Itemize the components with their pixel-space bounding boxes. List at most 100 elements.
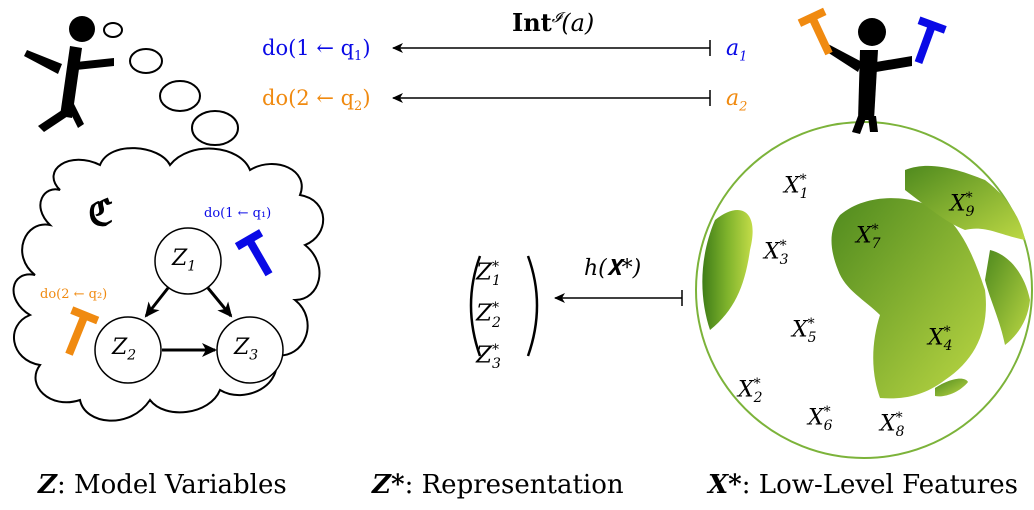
node-z1 [154, 227, 222, 295]
do-orange-label: do(2 ← q2) [262, 86, 371, 114]
x9-sub: 9 [965, 203, 975, 220]
z1-sub: 1 [187, 258, 197, 275]
vector-row-3: Z*3 [476, 337, 501, 378]
x7-name: X [856, 223, 872, 249]
x7-sup: * [871, 222, 879, 238]
thinker-figure-icon [24, 16, 114, 132]
caption-z-text: : Model Variables [56, 470, 287, 500]
h-arrow-label: h(𝐗*) [584, 256, 642, 281]
x2-label: X*2 [738, 376, 763, 406]
z2-name: Z [112, 335, 128, 360]
fraktur-c-symbol: ℭ [88, 192, 114, 234]
a1-text: a [726, 36, 740, 61]
v3-name: Z [476, 342, 492, 369]
x3-name: X [764, 239, 780, 265]
x5-sup: * [807, 316, 815, 332]
v1-sup: * [491, 259, 499, 275]
node-z2 [94, 316, 162, 384]
node-z3 [216, 316, 284, 384]
x3-label: X*3 [764, 238, 789, 268]
z3-sub: 3 [249, 347, 259, 364]
caption-model-variables: Z: Model Variables [38, 470, 287, 500]
cloud-do-orange: do(2 ← q₂) [40, 287, 108, 302]
do-blue-label: do(1 ← q1) [262, 36, 371, 64]
x2-sup: * [753, 376, 761, 392]
vector-row-1: Z*1 [476, 254, 501, 295]
do-orange-text: do(2 ← q [262, 86, 355, 110]
a2-label: a2 [726, 86, 747, 114]
x4-name: X [928, 325, 944, 351]
x8-label: X*8 [880, 410, 905, 440]
x1-sub: 1 [799, 185, 809, 202]
edge-z1-z2 [144, 287, 170, 318]
x7-sub: 7 [871, 235, 881, 252]
caption-low-level-features: X*: Low-Level Features [708, 470, 1018, 500]
x4-label: X*4 [928, 324, 953, 354]
v3-sub: 3 [491, 355, 501, 372]
x8-name: X [880, 411, 896, 437]
z3-name: Z [234, 335, 250, 360]
x8-sup: * [895, 410, 903, 426]
v2-sub: 2 [491, 314, 501, 331]
do-blue-tail: ) [362, 36, 371, 60]
x5-sub: 5 [807, 329, 817, 346]
edge-z1-z3 [206, 287, 233, 318]
x2-name: X [738, 377, 754, 403]
node-z1-label: Z1 [172, 246, 196, 274]
node-z3-label: Z3 [234, 335, 258, 363]
node-z2-label: Z2 [112, 335, 136, 363]
a2-text: a [726, 86, 740, 111]
x4-sub: 4 [943, 337, 953, 354]
a1-sub: 1 [739, 49, 748, 65]
int-bold: Int [512, 8, 552, 37]
x7-label: X*7 [856, 222, 881, 252]
v3-sup: * [491, 341, 499, 358]
x8-sub: 8 [895, 423, 905, 440]
x3-sub: 3 [779, 251, 789, 268]
z2-sub: 2 [127, 347, 137, 364]
x6-sub: 6 [823, 417, 833, 434]
cloud-do-blue: do(1 ← q₁) [204, 206, 272, 221]
caption-zstar-symbol: Z* [372, 470, 405, 500]
x6-sup: * [823, 404, 831, 420]
caption-z-symbol: Z [38, 470, 57, 500]
a2-sub: 2 [739, 99, 748, 115]
int-sup: 𝓘 [551, 10, 562, 26]
v1-name: Z [476, 259, 492, 286]
z-star-vector: Z*1 Z*2 Z*3 [476, 254, 501, 378]
x1-sup: * [799, 172, 807, 188]
x9-sup: * [965, 190, 973, 206]
vector-right-paren [526, 255, 539, 357]
caption-zstar-text: : Representation [404, 470, 624, 500]
x4-sup: * [943, 324, 951, 340]
v2-name: Z [476, 300, 492, 327]
orange-hammer-icon [65, 306, 100, 356]
top-arrow-label: Int𝓘(a) [512, 8, 594, 37]
do-blue-text: do(1 ← q [262, 36, 355, 60]
caption-xstar-text: : Low-Level Features [741, 470, 1018, 500]
caption-xstar-symbol: X* [708, 470, 742, 500]
x2-sub: 2 [753, 389, 763, 406]
x3-sup: * [779, 238, 787, 254]
v2-sup: * [491, 300, 499, 317]
x9-name: X [950, 191, 966, 217]
actor-figure-icon [824, 18, 912, 134]
v1-sub: 1 [491, 273, 501, 290]
int-arg: (a) [561, 9, 595, 37]
x9-label: X*9 [950, 190, 975, 220]
vector-left-paren [469, 255, 482, 357]
globe [695, 121, 1033, 459]
x5-name: X [792, 317, 808, 343]
orange-hammer-top-icon [797, 7, 833, 56]
a1-label: a1 [726, 36, 747, 64]
vector-row-2: Z*2 [476, 295, 501, 336]
x6-label: X*6 [808, 404, 833, 434]
blue-hammer-icon [234, 229, 273, 277]
x5-label: X*5 [792, 316, 817, 346]
caption-representation: Z*: Representation [372, 470, 624, 500]
do-orange-sub: 2 [354, 99, 363, 115]
x1-label: X*1 [784, 172, 809, 202]
x1-name: X [784, 173, 800, 199]
